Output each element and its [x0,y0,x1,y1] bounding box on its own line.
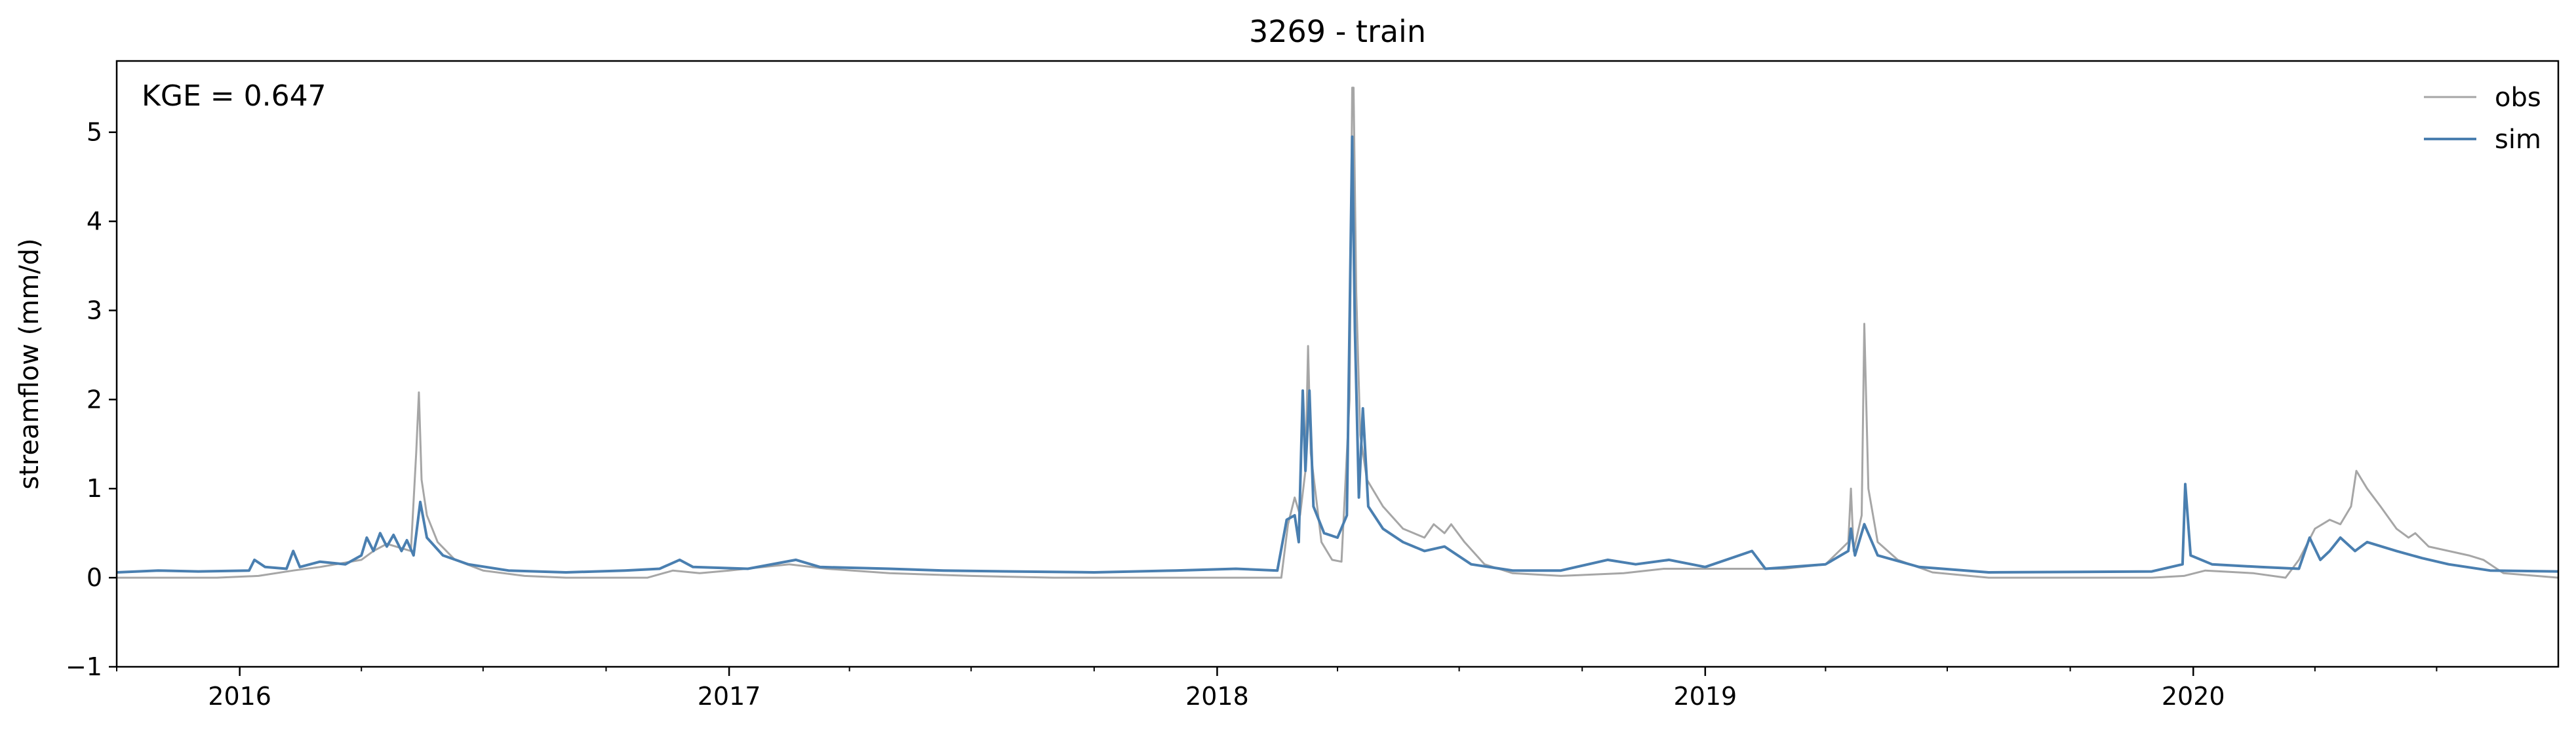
y-tick-label: 0 [87,563,102,592]
x-tick-label: 2016 [208,682,271,711]
y-tick-label: 2 [87,385,102,414]
legend: obs sim [2424,83,2541,155]
plot-area: −1 0 1 2 3 4 5 2016 2017 2018 2019 2020 [66,60,2560,711]
series-line-obs [117,87,2559,579]
y-tick-label: 5 [87,118,102,147]
x-tick-label: 2020 [2162,682,2225,711]
x-tick-label: 2018 [1185,682,1249,711]
series-line-sim [116,135,2559,574]
y-tick-label: 1 [87,474,102,503]
chart-title: 3269 - train [1249,14,1426,49]
legend-label-sim: sim [2495,125,2541,155]
kge-annotation: KGE = 0.647 [142,79,327,113]
y-tick-label: 3 [87,296,102,325]
y-axis-label: streamflow (mm/d) [14,238,45,489]
x-tick-label: 2019 [1673,682,1737,711]
legend-label-obs: obs [2495,83,2541,113]
y-tick-label: −1 [66,652,102,681]
plot-frame [115,60,2560,668]
y-tick-label: 4 [87,207,102,236]
x-tick-label: 2017 [698,682,761,711]
